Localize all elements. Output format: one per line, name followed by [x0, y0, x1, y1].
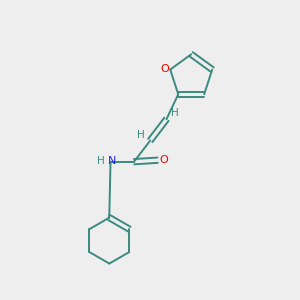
Text: H: H: [171, 108, 178, 118]
Text: H: H: [97, 156, 105, 166]
Text: O: O: [160, 155, 169, 165]
Text: N: N: [108, 156, 116, 166]
Text: O: O: [160, 64, 169, 74]
Text: H: H: [137, 130, 145, 140]
